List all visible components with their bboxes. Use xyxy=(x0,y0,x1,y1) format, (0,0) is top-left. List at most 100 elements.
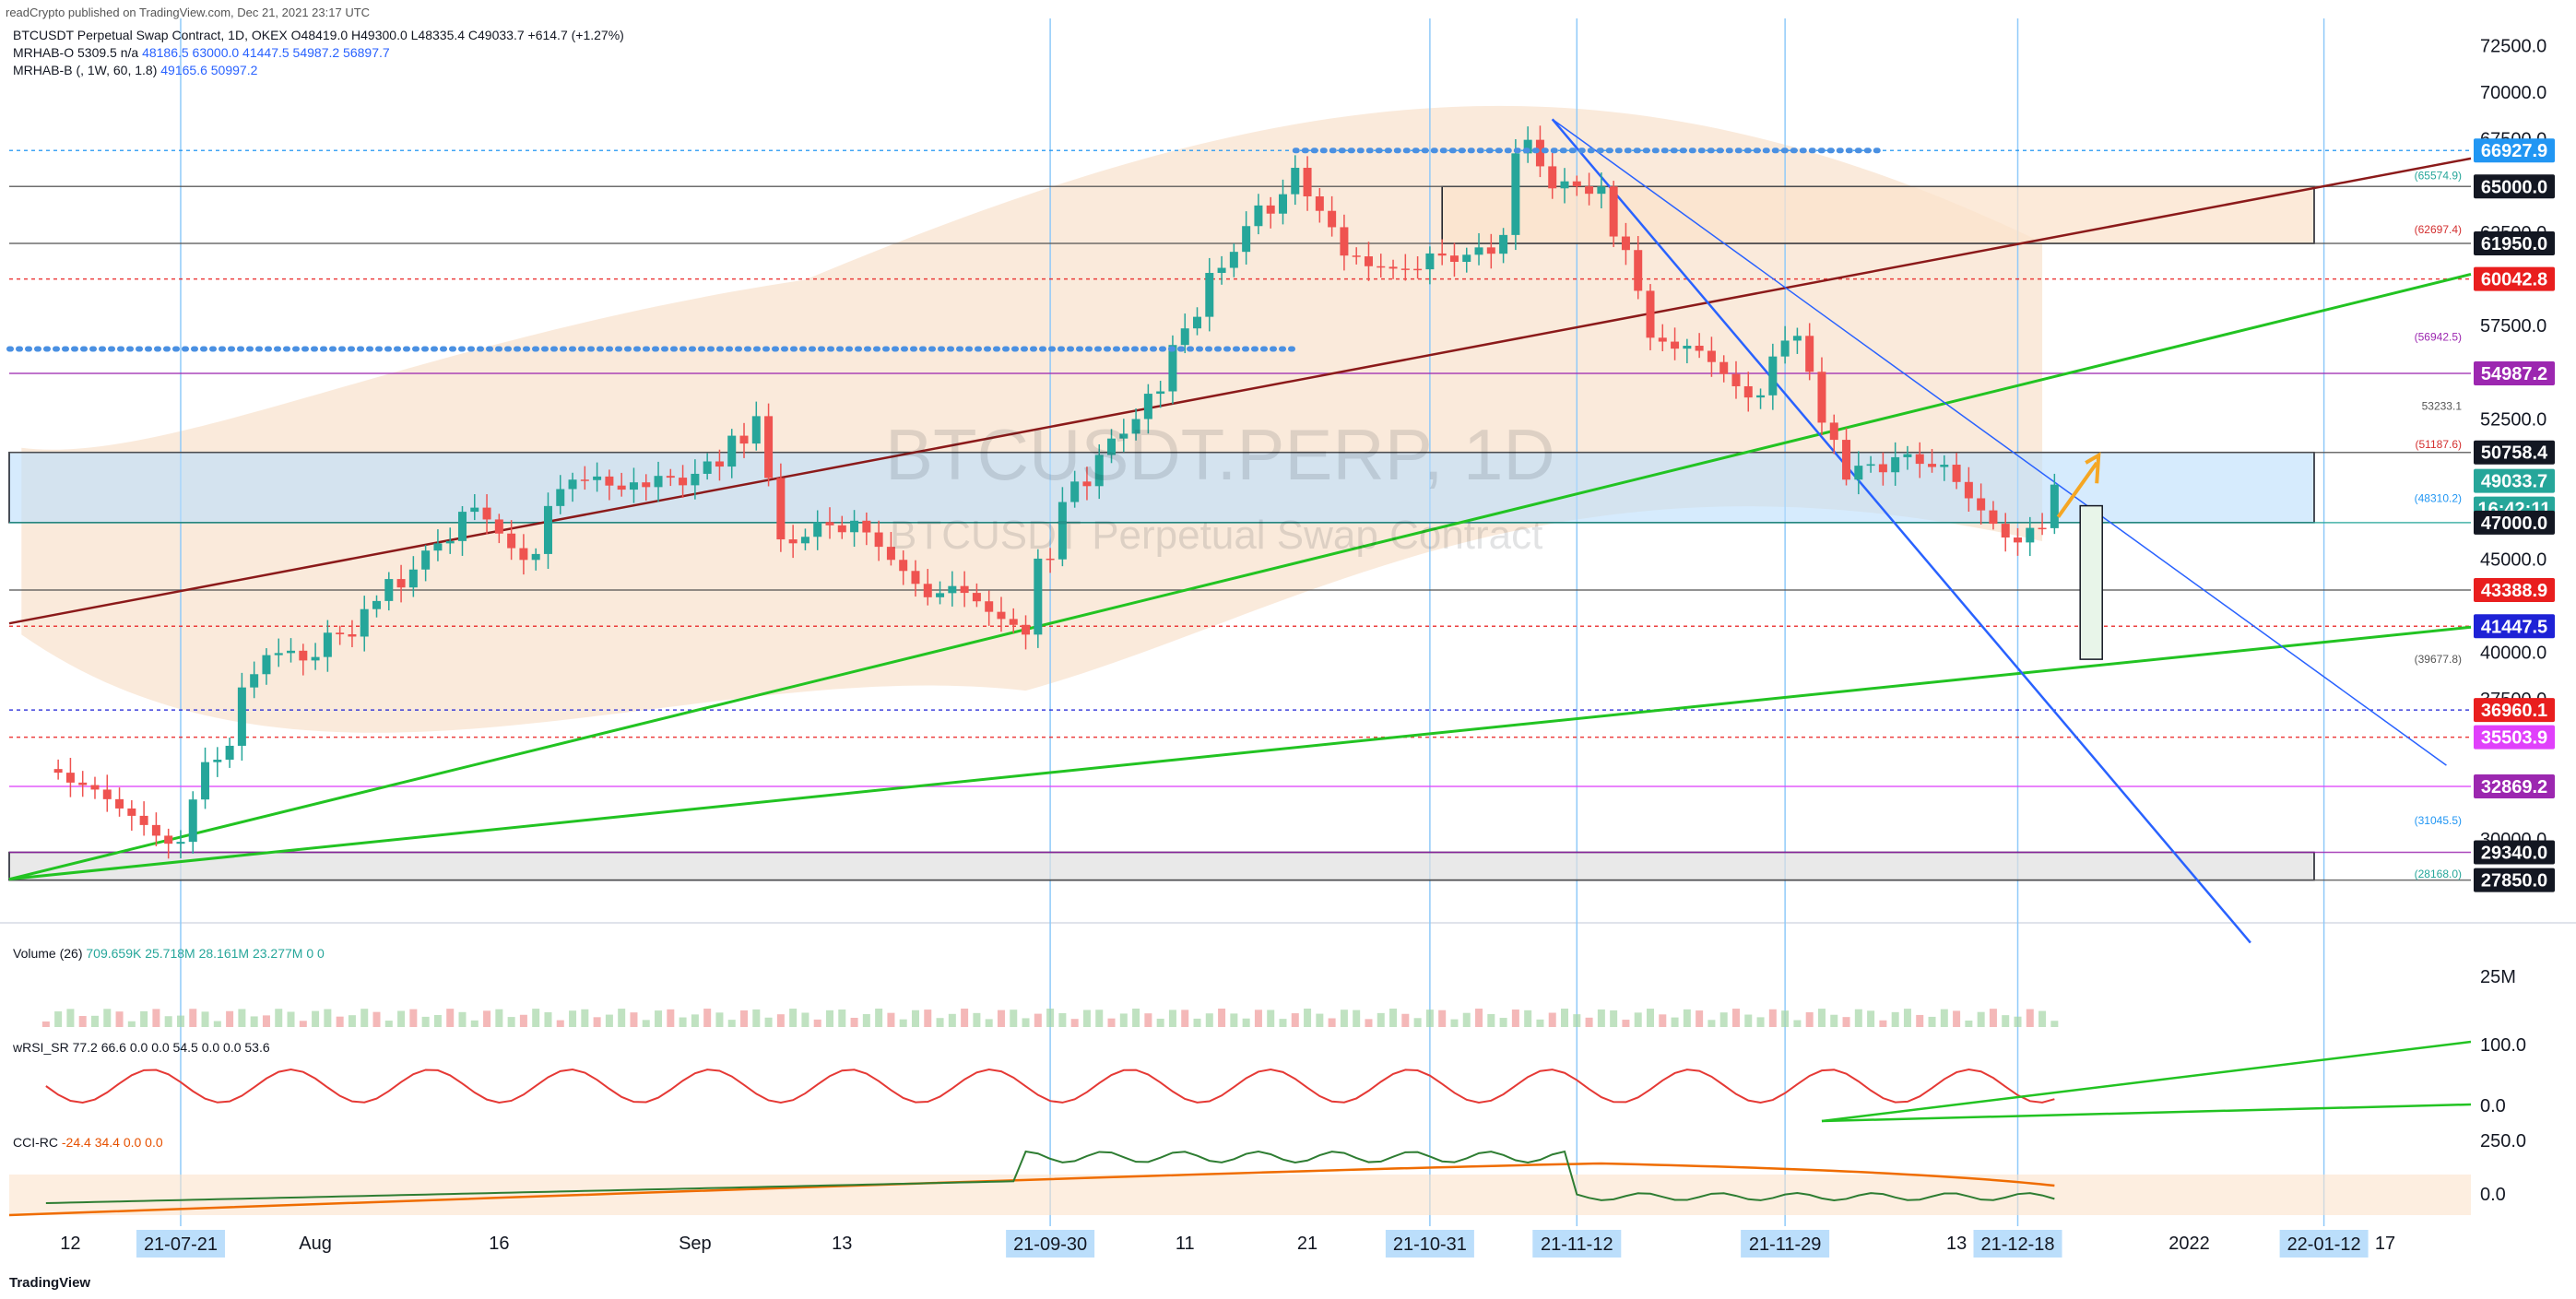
candle[interactable] xyxy=(408,569,418,588)
trendline-blue-shallow[interactable] xyxy=(1552,118,2447,766)
cci-legend[interactable]: CCI-RC -24.4 34.4 0.0 0.0 xyxy=(13,1135,163,1150)
candle[interactable] xyxy=(1989,510,1998,525)
candle[interactable] xyxy=(274,653,283,655)
candle[interactable] xyxy=(850,520,859,533)
candle[interactable] xyxy=(323,632,332,657)
date-highlight-badge[interactable] xyxy=(1385,1230,1474,1258)
candle[interactable] xyxy=(1731,373,1741,386)
date-highlight-badge[interactable] xyxy=(136,1230,225,1258)
candle[interactable] xyxy=(1511,153,1520,235)
candle[interactable] xyxy=(1499,234,1508,254)
candle[interactable] xyxy=(1585,186,1594,195)
candle[interactable] xyxy=(1009,619,1018,625)
candle[interactable] xyxy=(1034,558,1043,635)
candle[interactable] xyxy=(1082,481,1092,487)
candle[interactable] xyxy=(1756,395,1766,398)
candle[interactable] xyxy=(1891,456,1900,473)
volume-legend[interactable]: Volume (26) 709.659K 25.718M 28.161M 23.… xyxy=(13,946,325,961)
candle[interactable] xyxy=(899,560,908,572)
candle[interactable] xyxy=(2026,527,2035,543)
candle[interactable] xyxy=(654,476,663,488)
candle[interactable] xyxy=(1291,168,1300,195)
candle[interactable] xyxy=(457,512,467,541)
candle[interactable] xyxy=(1400,268,1410,270)
candle[interactable] xyxy=(287,650,296,654)
candle[interactable] xyxy=(1156,391,1165,395)
candle[interactable] xyxy=(617,485,626,490)
candle[interactable] xyxy=(1217,267,1226,274)
candle[interactable] xyxy=(445,540,455,544)
candle[interactable] xyxy=(213,760,222,762)
candle[interactable] xyxy=(1977,498,1986,511)
candle[interactable] xyxy=(751,416,761,444)
candle[interactable] xyxy=(2050,484,2059,528)
candle[interactable] xyxy=(1842,440,1851,480)
candle[interactable] xyxy=(605,476,614,486)
candle[interactable] xyxy=(837,525,846,533)
candle[interactable] xyxy=(1719,361,1729,374)
trendline-blue-steep[interactable] xyxy=(1551,118,2251,944)
candle[interactable] xyxy=(164,835,173,844)
candle[interactable] xyxy=(1058,502,1067,560)
candle[interactable] xyxy=(1266,205,1275,214)
candle[interactable] xyxy=(507,533,516,549)
candle[interactable] xyxy=(776,478,786,540)
candle[interactable] xyxy=(1340,227,1349,256)
candle[interactable] xyxy=(1609,186,1618,237)
candle[interactable] xyxy=(348,633,357,637)
candle[interactable] xyxy=(336,632,345,634)
candle[interactable] xyxy=(1229,252,1238,268)
candle[interactable] xyxy=(2001,524,2010,538)
candle[interactable] xyxy=(1940,465,1949,467)
candle[interactable] xyxy=(1572,181,1581,187)
candle[interactable] xyxy=(384,579,394,601)
candle[interactable] xyxy=(1671,341,1680,349)
candle[interactable] xyxy=(102,789,112,799)
candle[interactable] xyxy=(764,416,774,478)
candle[interactable] xyxy=(543,505,552,554)
candle[interactable] xyxy=(151,824,160,836)
candle[interactable] xyxy=(78,782,88,785)
candle[interactable] xyxy=(250,674,259,688)
candle[interactable] xyxy=(421,550,431,570)
candle[interactable] xyxy=(188,799,197,843)
candle[interactable] xyxy=(1070,481,1080,502)
candle[interactable] xyxy=(519,548,528,561)
candle[interactable] xyxy=(1388,266,1398,269)
date-highlight-badge[interactable] xyxy=(2279,1230,2369,1258)
candle[interactable] xyxy=(1560,181,1569,189)
candle[interactable] xyxy=(396,579,406,588)
candle[interactable] xyxy=(862,520,871,533)
candle[interactable] xyxy=(1707,350,1716,362)
candle[interactable] xyxy=(494,519,503,534)
candle[interactable] xyxy=(1683,346,1692,349)
candle[interactable] xyxy=(1817,372,1826,423)
trendline-green-steep[interactable] xyxy=(8,273,2472,881)
candle[interactable] xyxy=(1952,465,1961,482)
candle[interactable] xyxy=(1535,139,1544,167)
candle[interactable] xyxy=(580,479,589,481)
candle[interactable] xyxy=(960,585,969,594)
candle[interactable] xyxy=(482,507,491,520)
candle[interactable] xyxy=(629,482,638,490)
candle[interactable] xyxy=(985,601,994,612)
candle[interactable] xyxy=(1107,438,1117,455)
candle[interactable] xyxy=(715,461,724,467)
candle[interactable] xyxy=(2038,527,2047,530)
candle[interactable] xyxy=(1474,247,1483,255)
candle[interactable] xyxy=(1646,290,1655,338)
candle[interactable] xyxy=(727,435,737,467)
candle[interactable] xyxy=(1046,558,1055,561)
candle[interactable] xyxy=(1462,254,1471,263)
candle[interactable] xyxy=(936,593,945,597)
candle[interactable] xyxy=(65,773,75,783)
candle[interactable] xyxy=(1364,256,1373,266)
candle[interactable] xyxy=(642,482,651,488)
candle[interactable] xyxy=(1143,394,1152,419)
date-highlight-badge[interactable] xyxy=(1532,1230,1622,1258)
candle[interactable] xyxy=(1413,268,1423,271)
candle[interactable] xyxy=(1854,466,1863,480)
candle[interactable] xyxy=(1915,454,1924,465)
candle[interactable] xyxy=(1805,336,1814,372)
